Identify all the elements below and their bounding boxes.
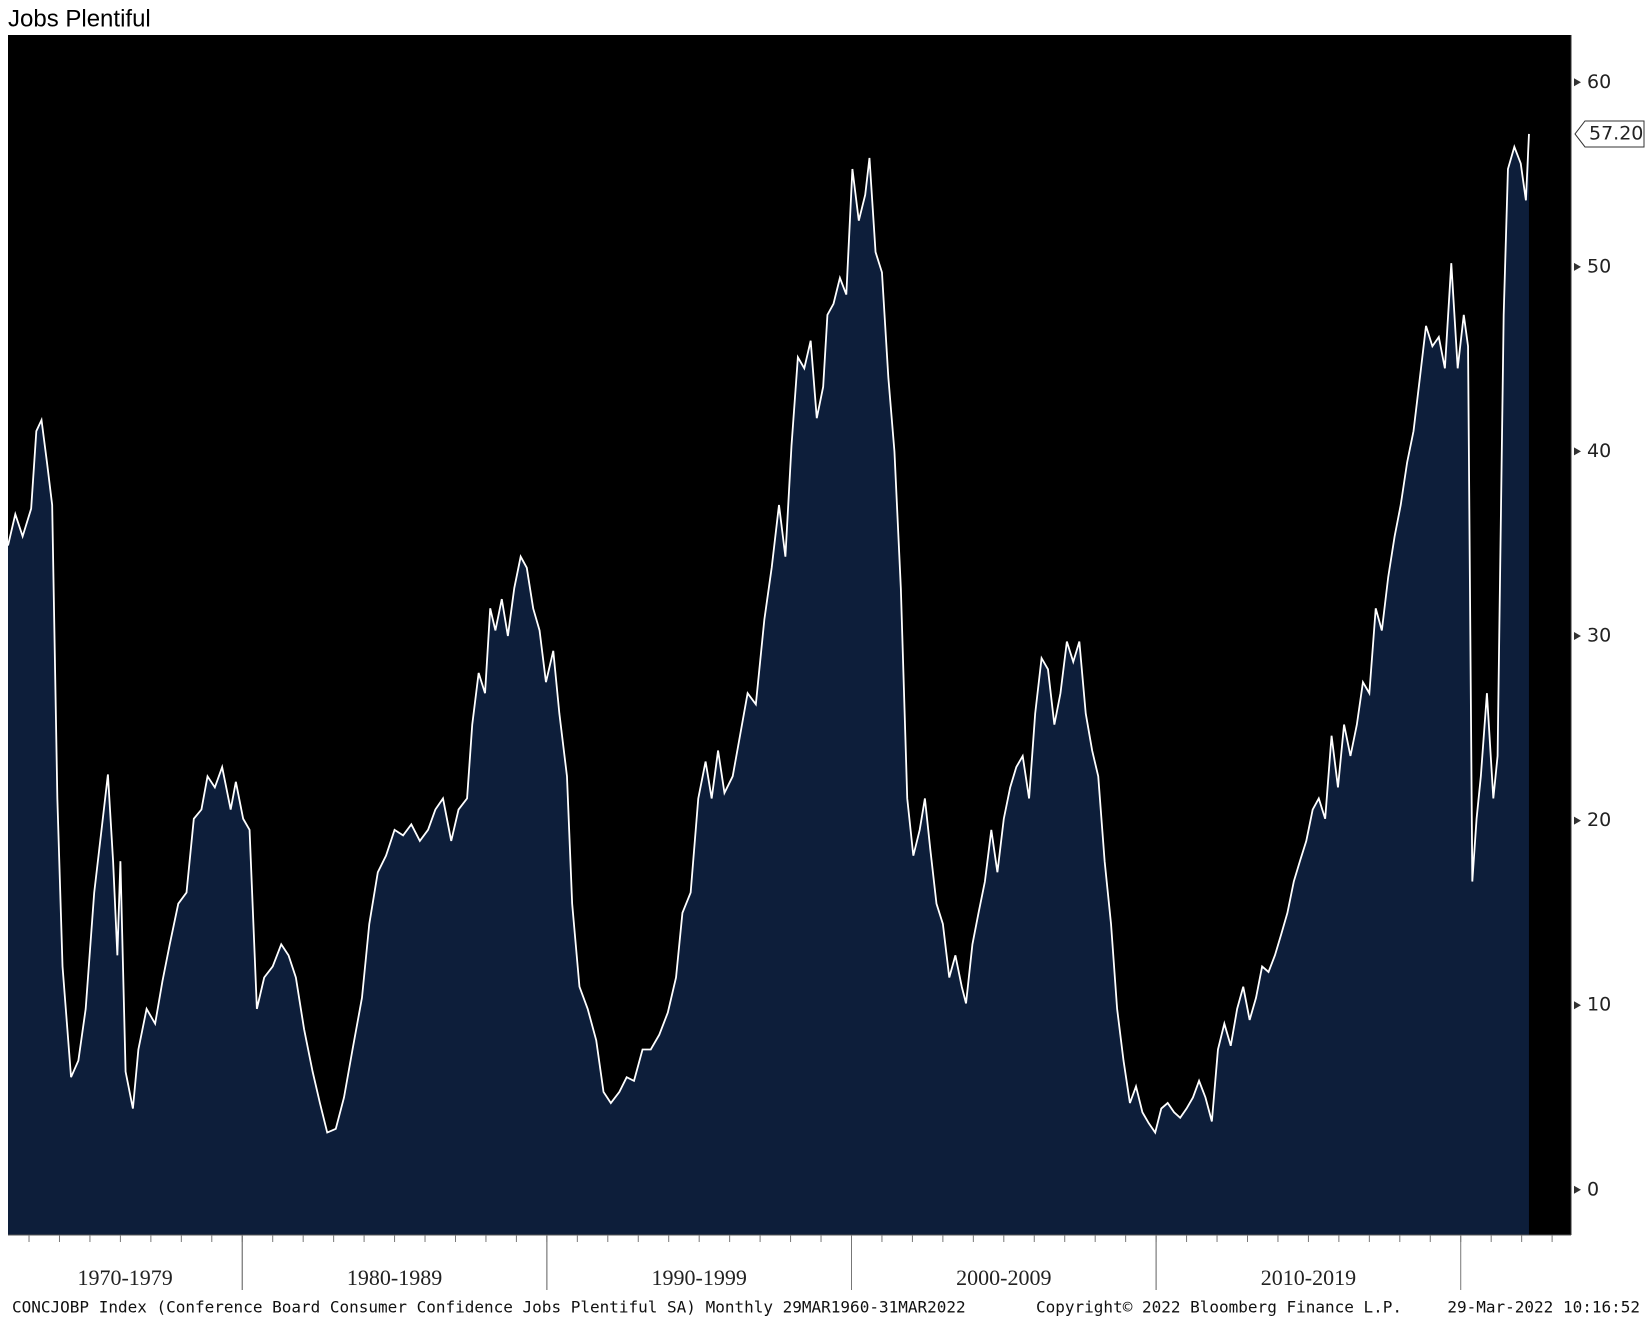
y-tick <box>1574 816 1581 825</box>
last-value-tag <box>1574 120 1645 148</box>
x-tick-label: 1980-1989 <box>347 1265 442 1290</box>
y-tick <box>1574 262 1581 271</box>
x-tick-label: 2000-2009 <box>956 1265 1051 1290</box>
y-tick-label: 10 <box>1587 994 1611 1016</box>
y-tick-label: 30 <box>1587 625 1611 647</box>
y-tick-label: 40 <box>1587 440 1611 462</box>
y-tick-label: 20 <box>1587 809 1611 831</box>
y-tick <box>1574 78 1581 87</box>
footer-copyright: Copyright© 2022 Bloomberg Finance L.P. <box>1036 1298 1402 1317</box>
y-tick-label: 50 <box>1587 255 1611 277</box>
last-value-label: 57.20 <box>1589 122 1643 144</box>
y-tick-label: 0 <box>1587 1178 1599 1200</box>
area-fill <box>8 133 1529 1236</box>
y-tick-label: 60 <box>1587 71 1611 93</box>
y-tick <box>1574 447 1581 456</box>
area-line <box>7 133 1530 1135</box>
x-tick-label: 1970-1979 <box>77 1265 172 1290</box>
footer-source: CONCJOBP Index (Conference Board Consume… <box>12 1298 966 1317</box>
chart-title: Jobs Plentiful <box>8 5 151 32</box>
y-tick <box>1574 632 1581 641</box>
y-tick <box>1574 1185 1581 1194</box>
y-tick <box>1574 1001 1581 1010</box>
x-tick-label: 2010-2019 <box>1261 1265 1356 1290</box>
footer-timestamp: 29-Mar-2022 10:16:52 <box>1447 1298 1640 1317</box>
x-tick-label: 1990-1999 <box>652 1265 747 1290</box>
